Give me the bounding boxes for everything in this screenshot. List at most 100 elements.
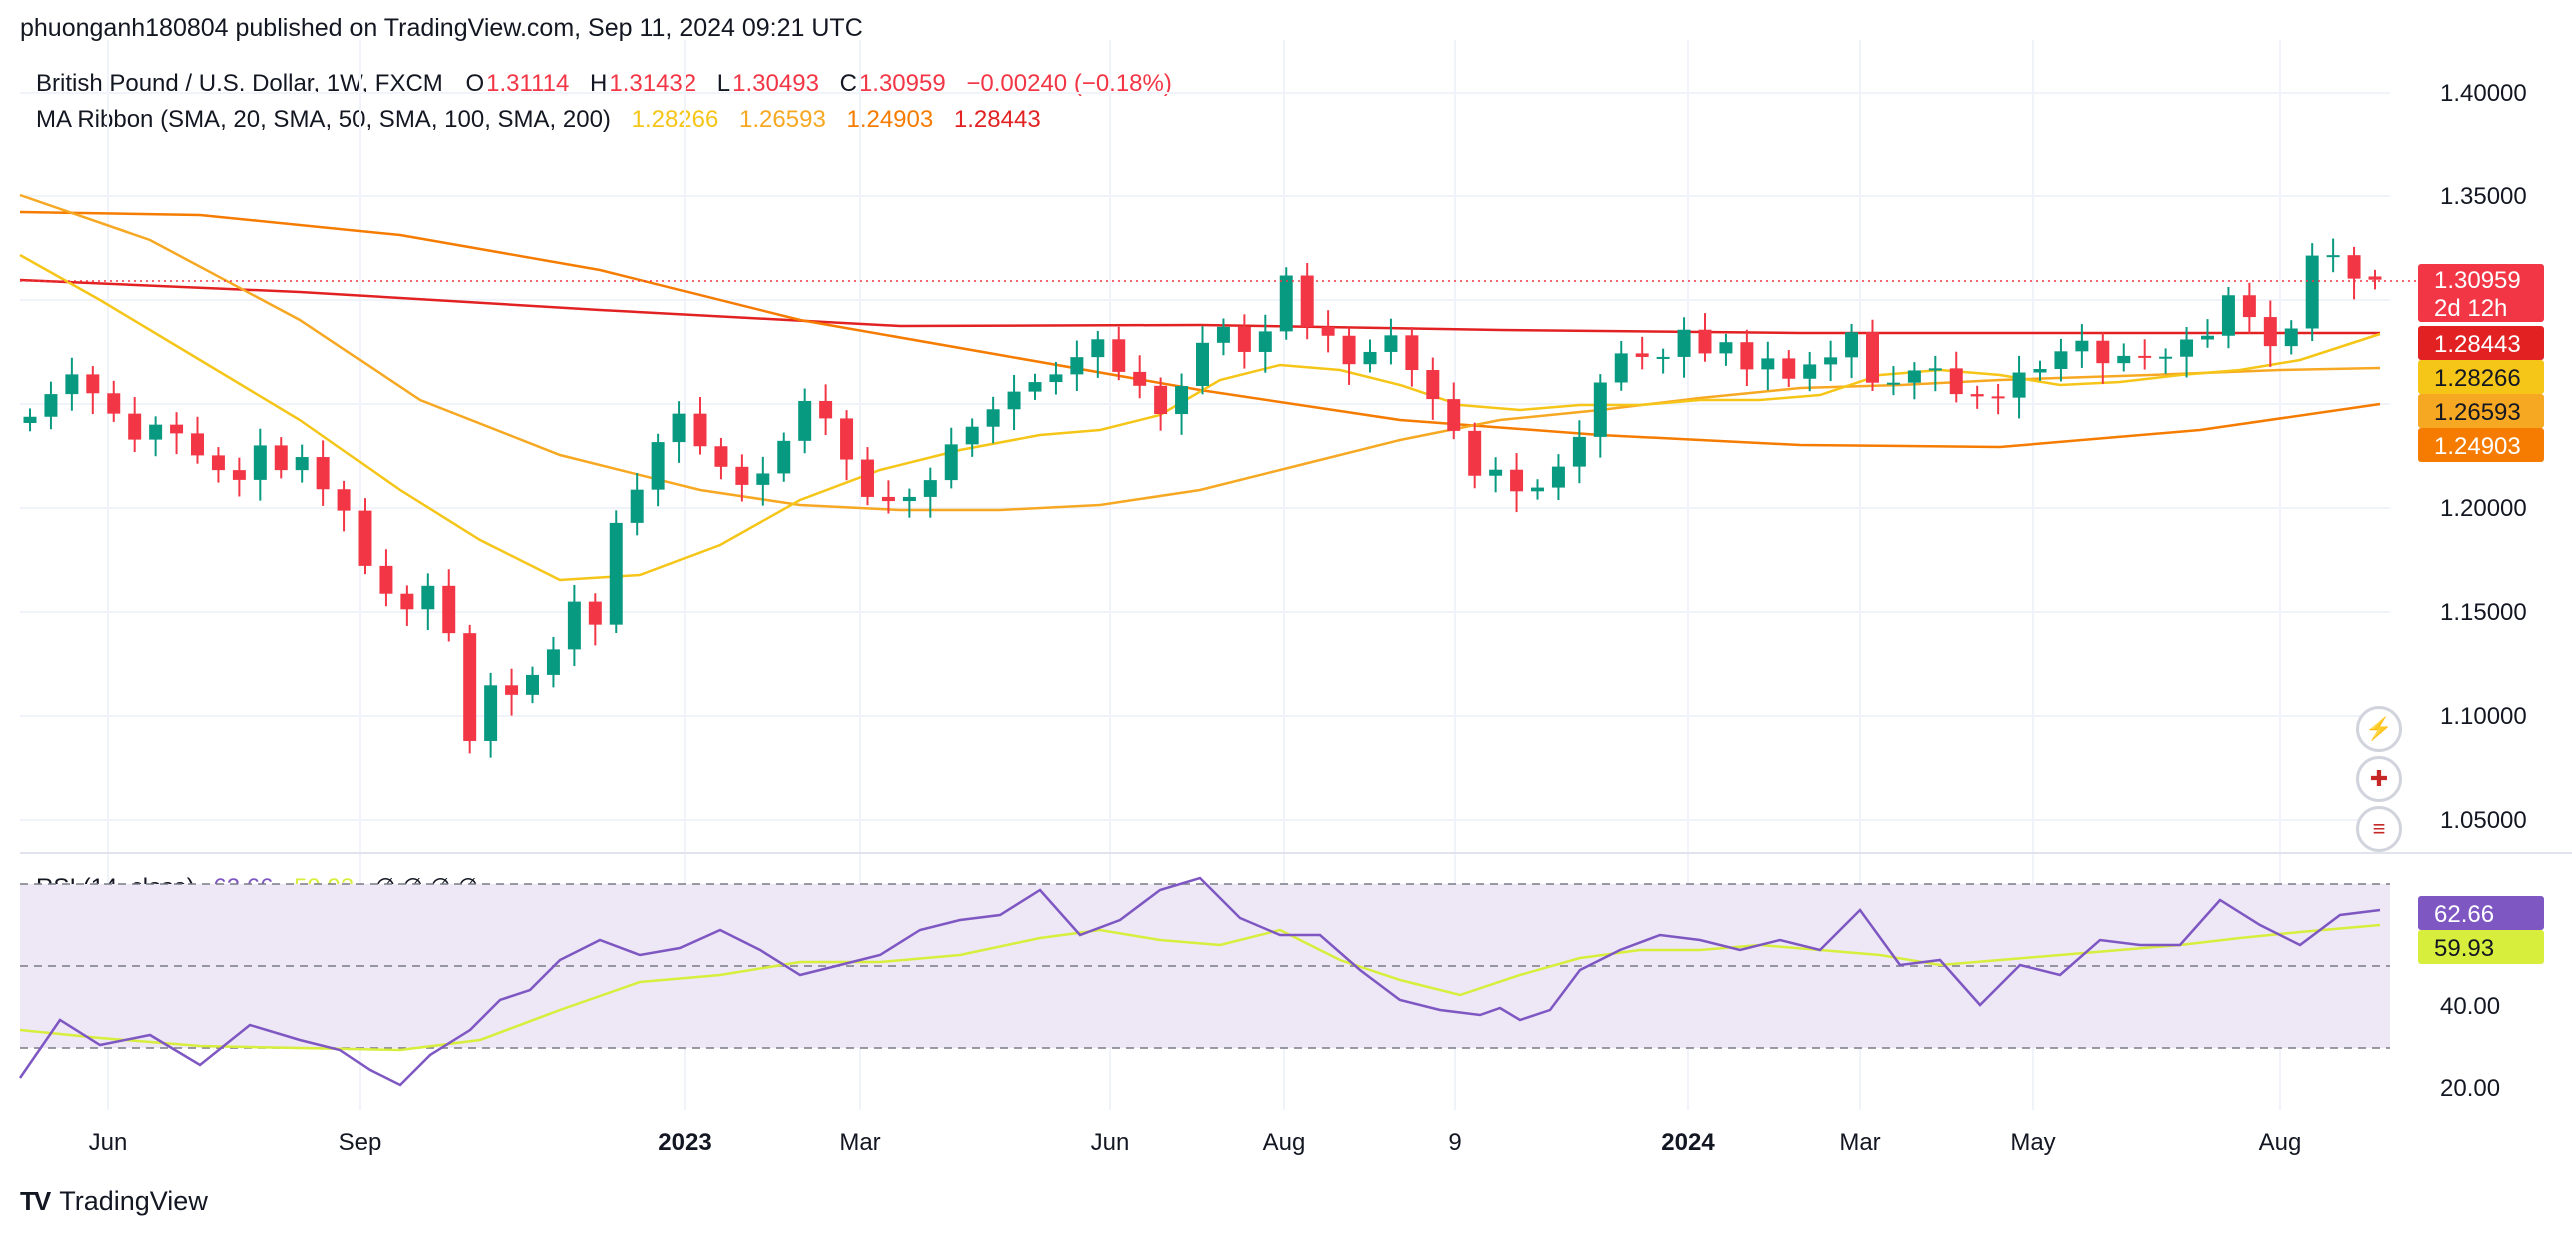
candle-body[interactable] [149,424,163,440]
candle-body[interactable] [1133,371,1147,386]
candle-body[interactable] [295,457,309,471]
candle-body[interactable] [1258,331,1272,352]
candle-body[interactable] [1384,335,1398,352]
candle-body[interactable] [1970,394,1984,397]
candle-body[interactable] [484,685,498,741]
candle-body[interactable] [777,440,791,474]
candle-body[interactable] [1824,357,1838,365]
candle-body[interactable] [526,674,539,695]
candle-body[interactable] [463,633,477,741]
candle-body[interactable] [609,522,623,625]
candle-body[interactable] [253,445,267,480]
lightning-icon[interactable]: ⚡ [2356,706,2402,752]
candle-body[interactable] [2159,356,2173,359]
candle-body[interactable] [1237,326,1251,352]
candle-body[interactable] [2180,339,2194,357]
candle-body[interactable] [1196,342,1209,387]
candle-body[interactable] [2012,372,2026,398]
candle-body[interactable] [23,416,37,423]
candle-body[interactable] [211,455,225,471]
candle-body[interactable] [128,413,142,440]
candle-body[interactable] [2347,255,2361,279]
candle-body[interactable] [1740,342,1754,370]
candle-body[interactable] [2138,355,2152,358]
candle-body[interactable] [442,585,456,634]
candle-body[interactable] [1907,370,1921,383]
candle-body[interactable] [1531,487,1544,492]
candle-body[interactable] [1698,329,1712,354]
candle-body[interactable] [1112,339,1126,372]
candle-body[interactable] [274,445,288,471]
candle-body[interactable] [546,649,560,675]
candle-body[interactable] [1656,356,1670,359]
candle-body[interactable] [1551,466,1565,488]
candle-body[interactable] [1363,351,1377,365]
candle-body[interactable] [1279,275,1293,332]
candle-body[interactable] [1719,342,1733,354]
candle-body[interactable] [881,496,895,502]
candle-body[interactable] [1593,382,1607,437]
candle-body[interactable] [1782,358,1796,379]
candle-body[interactable] [1447,399,1461,431]
candle-body[interactable] [1321,326,1335,336]
candle-body[interactable] [2096,340,2110,364]
candle-body[interactable] [1216,326,1230,343]
candle-body[interactable] [1803,364,1817,379]
candle-body[interactable] [379,565,393,594]
candle-body[interactable] [2221,295,2235,336]
candle-body[interactable] [1635,353,1649,357]
candle-body[interactable] [2326,255,2340,258]
candle-body[interactable] [232,470,246,480]
candle-body[interactable] [1510,469,1524,492]
candle-body[interactable] [1677,329,1691,357]
candle-body[interactable] [714,446,728,467]
candle-body[interactable] [1572,436,1586,467]
time-axis[interactable]: Jun Sep 2023 Mar Jun Aug 9 2024 Mar May … [89,1129,2302,1156]
candle-body[interactable] [1300,275,1314,327]
candle-body[interactable] [630,489,644,523]
candle-body[interactable] [735,466,749,485]
candle-body[interactable] [1007,391,1021,410]
candle-body[interactable] [2054,351,2068,369]
candle-body[interactable] [1028,382,1042,392]
candle-body[interactable] [505,685,519,695]
candle-body[interactable] [986,409,1000,427]
candle-body[interactable] [1175,386,1189,415]
candle-body[interactable] [819,400,833,419]
price-axis[interactable]: 1.40000 1.35000 1.20000 1.15000 1.10000 … [2440,80,2527,1102]
candle-body[interactable] [944,444,958,481]
candle-body[interactable] [902,496,916,502]
candle-body[interactable] [2201,335,2214,340]
candle-body[interactable] [672,413,686,443]
candle-body[interactable] [44,394,58,417]
candle-body[interactable] [191,433,204,456]
candle-body[interactable] [1866,332,1879,383]
candle-body[interactable] [1761,358,1775,370]
candle-body[interactable] [861,459,874,497]
candle-body[interactable] [1991,396,2005,399]
candle-body[interactable] [1886,382,1900,385]
candle-body[interactable] [2284,328,2298,347]
candle-body[interactable] [65,374,79,395]
ma-ribbon-label[interactable]: MA Ribbon (SMA, 20, SMA, 50, SMA, 100, S… [36,106,611,133]
candle-body[interactable] [316,457,330,490]
candle-body[interactable] [1049,374,1063,383]
candles[interactable] [23,238,2382,758]
candle-body[interactable] [1426,370,1440,400]
candle-body[interactable] [1489,469,1503,476]
candle-body[interactable] [2117,355,2131,364]
candle-body[interactable] [1468,430,1482,476]
footer-brand[interactable]: TV TradingView [20,1186,208,1217]
candle-body[interactable] [965,426,979,445]
candle-body[interactable] [651,442,665,490]
candle-body[interactable] [2075,340,2089,352]
candle-body[interactable] [1070,357,1084,375]
candle-body[interactable] [798,400,812,441]
candle-body[interactable] [358,510,372,566]
candle-body[interactable] [107,393,121,414]
candle-body[interactable] [2263,317,2277,347]
candle-body[interactable] [2305,255,2319,329]
candle-body[interactable] [1091,339,1105,358]
candle-body[interactable] [1154,385,1168,415]
candle-body[interactable] [400,593,414,610]
